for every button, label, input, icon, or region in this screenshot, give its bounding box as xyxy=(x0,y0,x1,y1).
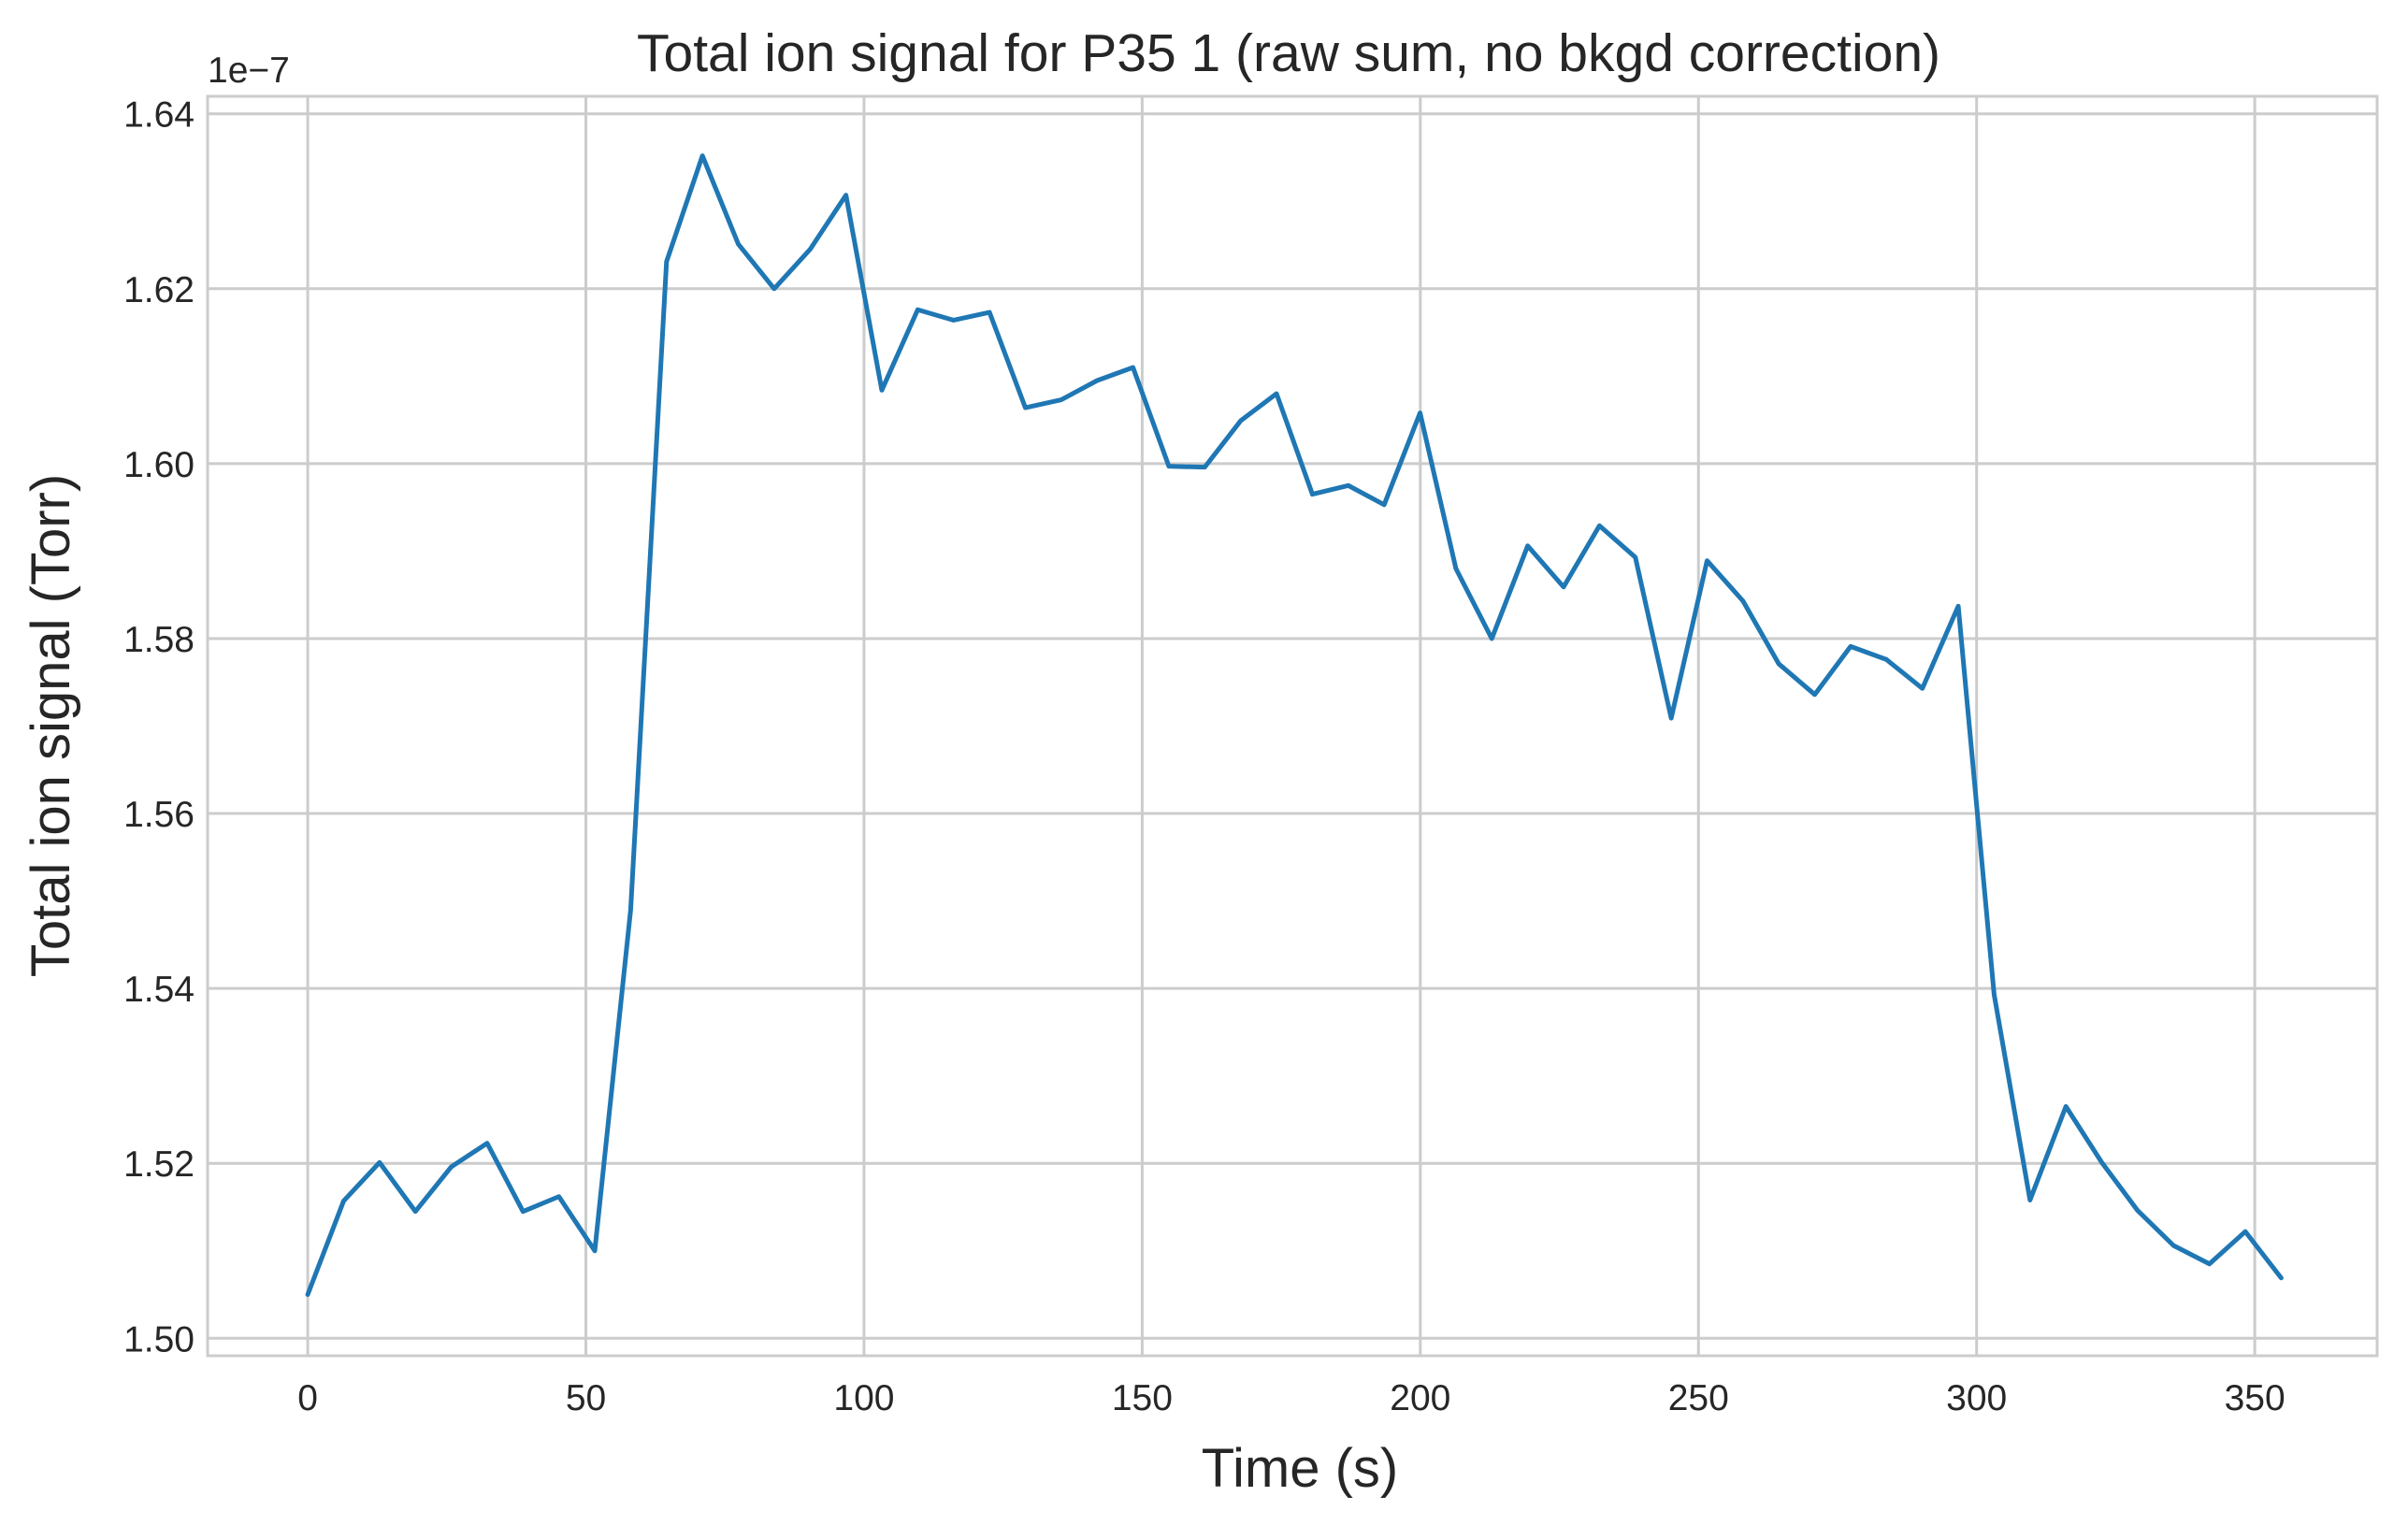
x-tick-label: 150 xyxy=(1112,1378,1173,1418)
grid-layer xyxy=(208,96,2377,1356)
y-tick-label: 1.64 xyxy=(123,95,195,136)
x-tick-label: 100 xyxy=(833,1378,894,1418)
chart-title: Total ion signal for P35 1 (raw sum, no … xyxy=(637,23,1940,83)
series-layer xyxy=(305,153,2284,1298)
x-tick-label: 250 xyxy=(1668,1378,1729,1418)
y-tick-label: 1.58 xyxy=(123,620,195,660)
y-tick-label: 1.50 xyxy=(123,1319,195,1360)
plot-frame xyxy=(206,94,2379,1358)
x-tick-labels: 0 50 100 150 200 250 300 350 xyxy=(297,1378,2285,1418)
y-axis-offset-label: 1e−7 xyxy=(208,50,290,91)
y-tick-label: 1.62 xyxy=(123,270,195,310)
y-tick-label: 1.52 xyxy=(123,1144,195,1185)
x-tick-label: 50 xyxy=(566,1378,606,1418)
x-axis-label: Time (s) xyxy=(1202,1438,1398,1499)
y-tick-labels: 1.50 1.52 1.54 1.56 1.58 1.60 1.62 1.64 xyxy=(123,95,195,1360)
y-tick-label: 1.60 xyxy=(123,445,195,485)
x-tick-label: 300 xyxy=(1946,1378,2007,1418)
x-tick-label: 200 xyxy=(1390,1378,1450,1418)
y-tick-label: 1.56 xyxy=(123,795,195,835)
y-tick-label: 1.54 xyxy=(123,970,195,1010)
series-line xyxy=(305,153,2284,1298)
y-axis-label: Total ion signal (Torr) xyxy=(21,474,81,977)
x-tick-label: 0 xyxy=(297,1378,318,1418)
x-tick-label: 350 xyxy=(2225,1378,2285,1418)
